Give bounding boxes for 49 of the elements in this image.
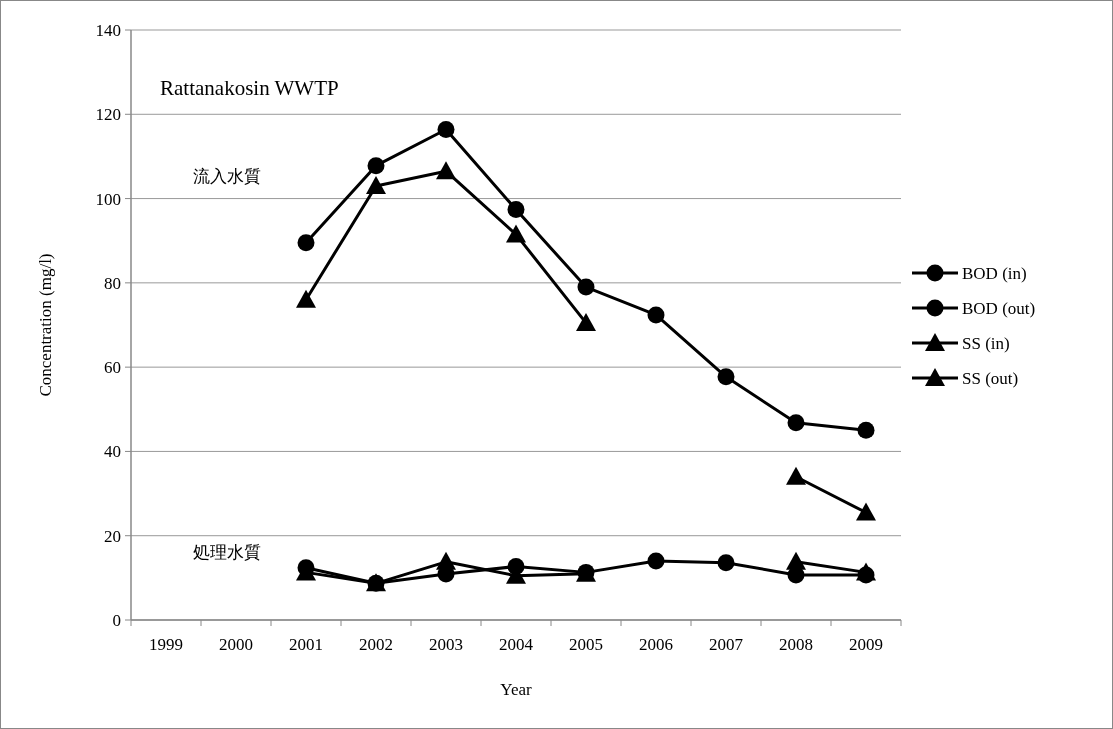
- legend-label: BOD (out): [962, 299, 1036, 318]
- x-tick-label: 2002: [359, 635, 393, 654]
- point: [857, 421, 875, 439]
- point: [507, 201, 525, 219]
- x-tick-label: 2005: [569, 635, 603, 654]
- y-tick-label: 20: [104, 526, 121, 546]
- x-tick-label: 2009: [849, 635, 883, 654]
- point: [786, 466, 806, 485]
- annotation: 処理水質: [193, 542, 261, 562]
- x-tick-label: 2004: [499, 635, 534, 654]
- point: [787, 414, 805, 432]
- point: [717, 368, 735, 386]
- point: [717, 554, 735, 572]
- point: [577, 278, 595, 296]
- point: [647, 552, 665, 570]
- y-axis-title: Concentration (mg/l): [36, 253, 55, 397]
- x-tick-label: 2003: [429, 635, 463, 654]
- point: [436, 161, 456, 180]
- point: [367, 157, 385, 175]
- point: [366, 175, 386, 194]
- point: [856, 562, 876, 581]
- x-tick-label: 1999: [149, 635, 183, 654]
- y-tick-label: 120: [95, 105, 121, 125]
- legend-label: SS (in): [962, 334, 1010, 353]
- y-tick-label: 140: [95, 21, 121, 40]
- x-tick-label: 2006: [639, 635, 673, 654]
- point: [856, 502, 876, 521]
- y-tick-label: 0: [112, 611, 121, 630]
- point: [576, 312, 596, 331]
- point: [436, 551, 456, 570]
- point: [437, 120, 455, 138]
- point: [647, 306, 665, 324]
- y-tick-label: 60: [104, 358, 121, 378]
- annotation: 流入水質: [193, 166, 261, 186]
- x-axis-title: Year: [500, 680, 532, 699]
- point: [506, 224, 526, 243]
- legend-label: SS (out): [962, 369, 1019, 388]
- point: [296, 289, 316, 308]
- x-tick-label: 2000: [219, 635, 253, 654]
- y-tick-label: 40: [104, 442, 121, 462]
- x-tick-label: 2001: [289, 635, 323, 654]
- point: [786, 551, 806, 570]
- point: [297, 234, 315, 252]
- annotation: Rattanakosin WWTP: [160, 76, 339, 100]
- y-tick-label: 100: [95, 189, 121, 209]
- legend-label: BOD (in): [962, 264, 1027, 283]
- x-tick-label: 2007: [709, 635, 744, 654]
- x-tick-label: 2008: [779, 635, 813, 654]
- y-tick-label: 80: [104, 273, 121, 293]
